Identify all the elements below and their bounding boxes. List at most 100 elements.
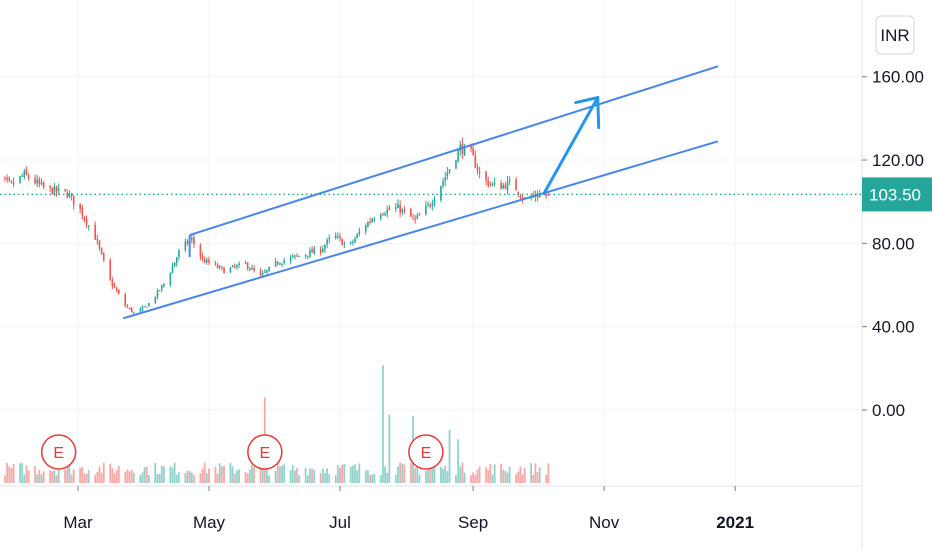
candle-up [373, 216, 376, 223]
volume-bar [64, 469, 67, 483]
candle-up [229, 266, 232, 274]
volume-bar [508, 466, 511, 483]
candle-down [339, 232, 341, 242]
candle-up [274, 257, 277, 268]
price-tick-label: 160.00 [872, 68, 924, 87]
volume-bar [485, 467, 487, 483]
candle-up [19, 175, 21, 185]
candle-up [175, 256, 178, 267]
candle-up [463, 144, 466, 156]
volume-bar [425, 470, 427, 483]
volume-bar [154, 462, 157, 483]
chart-overlay[interactable]: INR [0, 15, 915, 196]
price-tick-label: 120.00 [872, 151, 924, 170]
volume-bar [354, 464, 356, 483]
candle-up [68, 190, 71, 199]
candle-up [442, 178, 444, 189]
volume-bar [440, 466, 442, 483]
volume-bar [356, 470, 359, 483]
candle-up [291, 253, 294, 259]
candle-down [412, 213, 414, 221]
volume-bar [141, 472, 144, 483]
candle-down [410, 207, 412, 217]
volume-bar [85, 473, 88, 483]
volume-bar [42, 471, 45, 483]
volume-bar [414, 468, 417, 483]
candle-down [259, 268, 262, 277]
candle-up [380, 212, 382, 221]
candle-down [4, 176, 6, 182]
candle-down [38, 176, 41, 188]
candle-down [193, 233, 195, 248]
time-axis[interactable]: Mar May Jul Sep Nov 2021 [63, 486, 754, 532]
candle-down [221, 265, 223, 271]
volume-bar [70, 474, 73, 483]
volume-bar [283, 464, 286, 483]
candle-up [349, 241, 352, 245]
volume-bar [100, 472, 103, 483]
volume-bar [113, 473, 116, 483]
candle-up [281, 263, 283, 267]
candle-up [141, 305, 144, 312]
candle-up [279, 261, 281, 266]
candle-up [87, 225, 90, 231]
volume-bar [416, 467, 419, 483]
volume-bar [10, 468, 13, 483]
candle-up [283, 257, 285, 265]
candle-down [382, 212, 384, 216]
volume-bar [132, 472, 135, 483]
volume-bar [38, 469, 41, 483]
volume-bar [517, 471, 520, 483]
candle-up [427, 201, 429, 208]
candle-up [425, 200, 427, 216]
candle-up [23, 168, 26, 180]
candle-down [83, 216, 86, 223]
volume-bar [379, 474, 382, 483]
volume-bar [253, 466, 255, 483]
volume-bar [296, 468, 298, 483]
candle-up [268, 266, 270, 272]
projection-arrow[interactable] [542, 96, 601, 195]
candle-down [233, 263, 236, 269]
volume-bar [294, 470, 296, 483]
channel-lower[interactable] [122, 140, 719, 320]
candle-up [384, 211, 386, 217]
currency-button[interactable]: INR [875, 15, 915, 55]
volume-bar [246, 473, 249, 483]
volume-bar [102, 462, 105, 483]
volume-bar [491, 474, 494, 483]
volume-bar [442, 468, 444, 483]
volume-bar [51, 471, 54, 483]
volume-bar [478, 466, 481, 483]
volume-bar [53, 470, 56, 483]
earnings-marker[interactable]: E [408, 434, 444, 470]
candle-up [171, 262, 174, 274]
volume-bar [448, 429, 451, 483]
volume-bar [519, 466, 522, 483]
arrow-head-down [596, 96, 601, 130]
volume-bar [27, 470, 30, 483]
volume-bar [457, 439, 460, 483]
volume-bar [117, 466, 120, 483]
earnings-marker[interactable]: E [40, 434, 77, 470]
candle-up [206, 257, 208, 265]
candle-down [126, 304, 129, 309]
volume-bar [384, 466, 386, 483]
volume-bar [126, 469, 129, 483]
candle-up [322, 245, 324, 254]
candle-down [341, 238, 343, 246]
channel-upper[interactable] [189, 65, 719, 236]
volume-bar [506, 472, 509, 483]
volume-bar [472, 472, 475, 483]
candle-up [160, 284, 163, 293]
volume-bar [178, 472, 180, 483]
candle-up [294, 255, 296, 260]
trend-drawings[interactable] [122, 65, 719, 320]
earnings-marker[interactable]: E [247, 434, 283, 470]
volume-bar [12, 463, 15, 483]
price-axis[interactable]: 160.00 120.00 80.00 40.00 0.00 103.50 [862, 68, 932, 420]
arrow-head-left [574, 96, 600, 105]
